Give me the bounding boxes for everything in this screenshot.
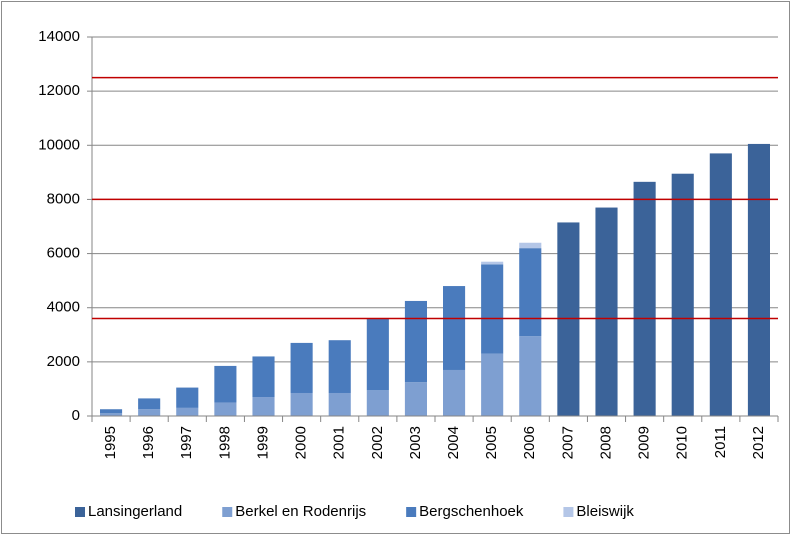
bar-segment [481,261,504,265]
bar-segment [366,318,389,391]
bar-segment [100,409,123,414]
bar-segment [290,392,313,416]
x-tick-label: 1998 [216,426,233,459]
x-tick-label: 2003 [407,426,424,459]
y-tick-label: 12000 [38,82,80,99]
legend-label: Bleiswijk [576,503,634,520]
bar-segment [747,143,770,417]
legend-swatch [222,507,233,517]
bar-segment [176,387,199,408]
x-tick-label: 2007 [559,426,576,459]
y-tick-label: 0 [72,407,80,424]
y-tick-label: 14000 [38,28,80,45]
bar-segment [214,402,237,416]
y-tick-label: 6000 [47,245,80,262]
bar-segment [595,207,618,416]
y-tick-label: 2000 [47,353,80,370]
bar-segment [519,248,542,337]
y-tick-label: 10000 [38,136,80,153]
bar-segment [366,390,389,416]
bar-segment [214,365,237,403]
x-tick-label: 2006 [521,426,538,459]
bar-segment [443,286,466,370]
bar-segment [328,340,351,393]
x-tick-label: 2002 [369,426,386,459]
bar-segment [176,407,199,416]
x-tick-label: 2010 [674,426,691,459]
bar-segment [404,300,427,383]
legend-swatch [563,507,574,517]
bar-segment [100,413,123,416]
x-tick-label: 2001 [331,426,348,459]
legend-swatch [75,507,85,517]
x-tick-label: 2008 [597,426,614,459]
bar-segment [481,264,504,354]
bar-segment [252,397,275,416]
bar-segment [252,356,275,398]
bar-segment [138,398,161,410]
x-tick-label: 1997 [178,426,195,459]
legend-label: Lansingerland [88,503,182,520]
bar-segment [138,409,161,416]
legend-label: Berkel en Rodenrijs [235,503,366,520]
bar-segment [709,153,732,416]
legend-swatch [406,507,417,517]
bar-segment [328,392,351,416]
bar-segment [481,353,504,416]
bar-segment [519,336,542,416]
x-tick-label: 2012 [750,426,767,459]
bar-segment [443,369,466,416]
bar-segment [671,173,694,416]
bar-segment [404,382,427,416]
bar-segment [519,242,542,249]
bar-segment [633,181,656,416]
x-tick-label: 2000 [293,426,310,459]
legend-label: Bergschenhoek [419,503,524,520]
x-tick-label: 1996 [140,426,157,459]
x-tick-label: 2004 [445,426,462,459]
bar-segment [290,342,313,393]
y-tick-label: 4000 [47,299,80,316]
x-tick-label: 2011 [712,426,729,458]
x-tick-label: 1999 [254,426,271,459]
y-tick-label: 8000 [47,190,80,207]
x-tick-label: 1995 [102,426,119,459]
x-tick-label: 2005 [483,426,500,459]
x-tick-label: 2009 [636,426,653,459]
